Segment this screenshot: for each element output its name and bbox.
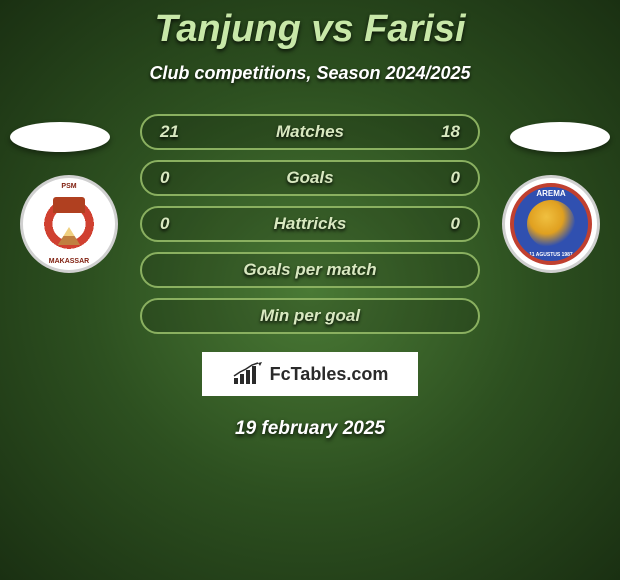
stat-right-value: 0 (430, 168, 460, 188)
club-badge-left-inner: PSM MAKASSAR (30, 185, 108, 263)
bar-chart-icon (232, 362, 264, 386)
stat-label: Goals (286, 168, 333, 188)
player-marker-right (510, 122, 610, 152)
stat-row-matches: 21 Matches 18 (140, 114, 480, 150)
stat-row-goals-per-match: Goals per match (140, 252, 480, 288)
stat-row-min-per-goal: Min per goal (140, 298, 480, 334)
logo-text: FcTables.com (270, 364, 389, 385)
club-badge-right: AREMA 11 AGUSTUS 1987 (502, 175, 600, 273)
stat-label: Hattricks (274, 214, 347, 234)
stat-left-value: 0 (160, 168, 190, 188)
badge-right-text-bottom: 11 AGUSTUS 1987 (529, 252, 572, 258)
club-badge-left: PSM MAKASSAR (20, 175, 118, 273)
stat-row-hattricks: 0 Hattricks 0 (140, 206, 480, 242)
stat-label: Matches (276, 122, 344, 142)
stat-left-value: 21 (160, 122, 190, 142)
stat-label: Goals per match (243, 260, 376, 280)
page-title: Tanjung vs Farisi (0, 0, 620, 51)
stat-row-goals: 0 Goals 0 (140, 160, 480, 196)
stat-right-value: 18 (430, 122, 460, 142)
stats-container: 21 Matches 18 0 Goals 0 0 Hattricks 0 Go… (140, 114, 480, 334)
stat-right-value: 0 (430, 214, 460, 234)
fctables-logo: FcTables.com (202, 352, 418, 396)
comparison-date: 19 february 2025 (0, 418, 620, 440)
stat-label: Min per goal (260, 306, 360, 326)
badge-right-text-top: AREMA (536, 189, 565, 198)
stat-left-value: 0 (160, 214, 190, 234)
badge-left-text-bottom: MAKASSAR (49, 258, 89, 265)
club-badge-right-inner: AREMA 11 AGUSTUS 1987 (510, 183, 592, 265)
badge-left-text-top: PSM (61, 183, 76, 190)
subtitle: Club competitions, Season 2024/2025 (0, 63, 620, 84)
player-marker-left (10, 122, 110, 152)
